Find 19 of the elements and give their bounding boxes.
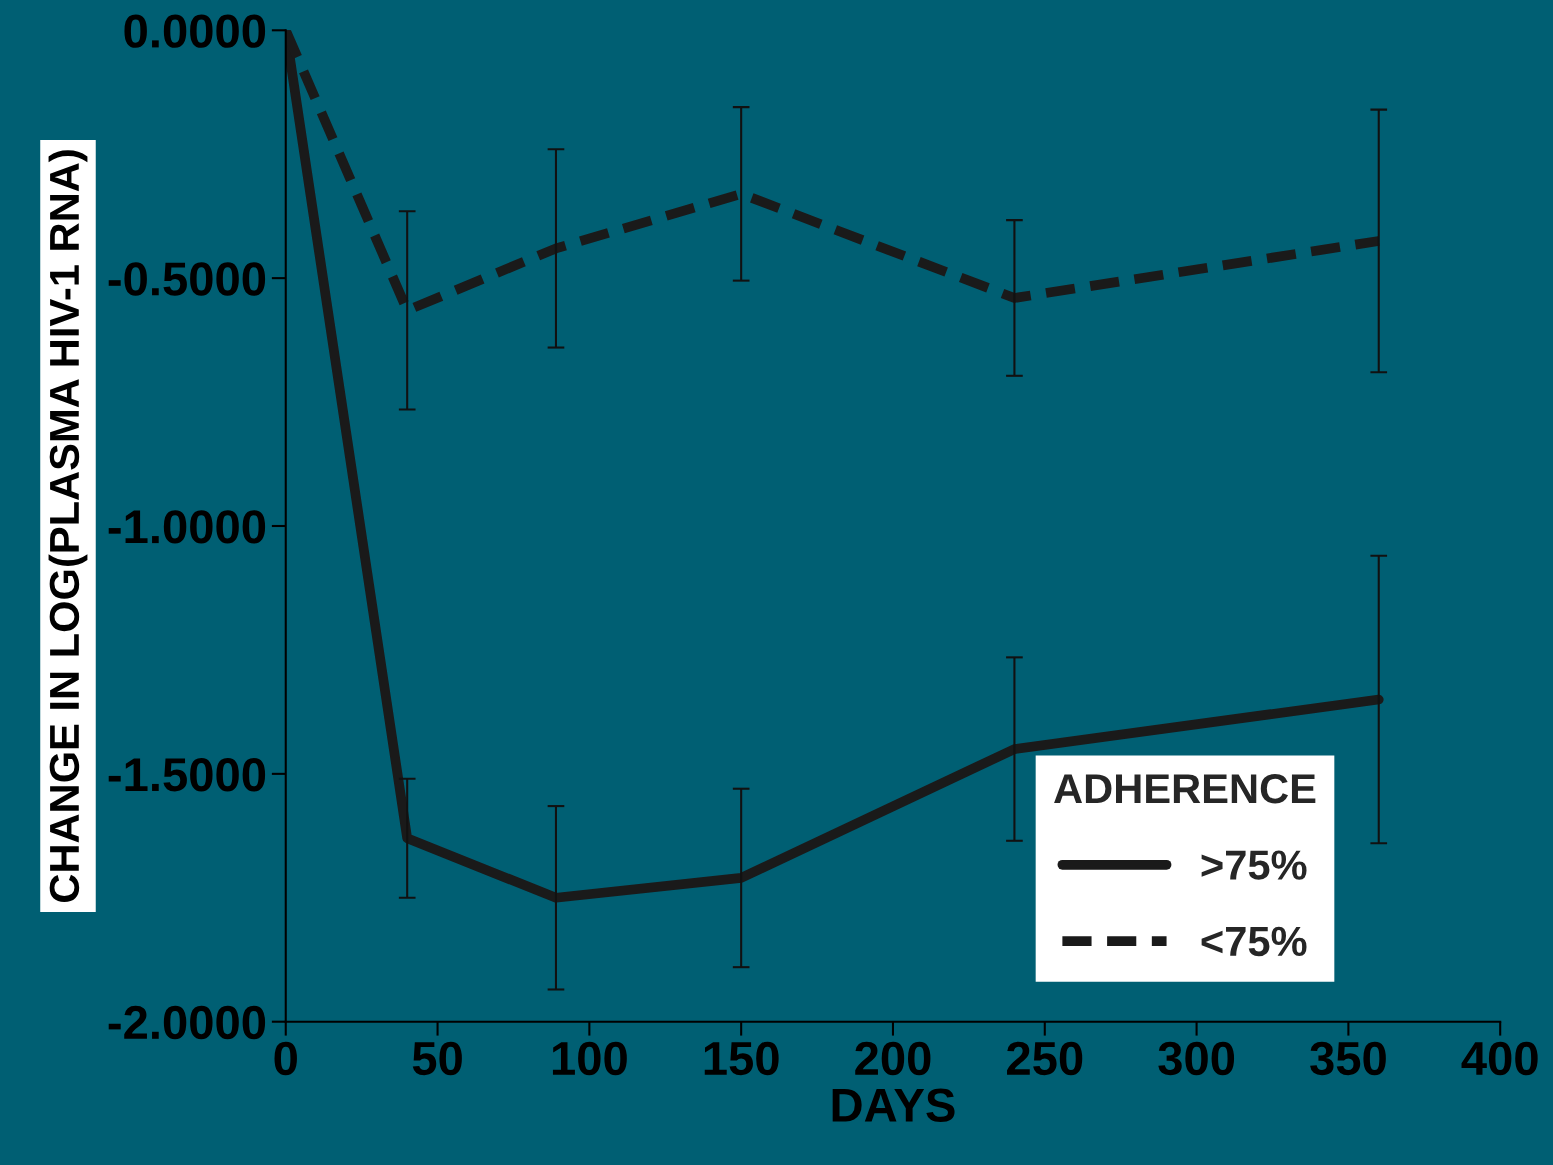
- x-tick-label: 100: [552, 1041, 627, 1076]
- legend-title: ADHERENCE: [1054, 773, 1316, 804]
- y-tick-label: -1.5000: [108, 757, 266, 792]
- x-tick-label: 200: [855, 1041, 931, 1076]
- legend-label: >75%: [1201, 850, 1307, 880]
- y-tick-label: -0.5000: [108, 262, 266, 296]
- y-tick-label: -1.0000: [108, 510, 266, 544]
- x-tick-label: 150: [704, 1041, 779, 1076]
- y-axis-title: CHANGE IN LOG(PLASMA HIV-1 RNA): [48, 150, 88, 902]
- x-tick-label: 400: [1461, 1041, 1538, 1076]
- x-tick-label: 250: [1007, 1041, 1083, 1076]
- y-tick-label: -2.0000: [108, 1005, 266, 1040]
- x-tick-label: 300: [1158, 1041, 1235, 1076]
- x-tick-label: 50: [412, 1041, 462, 1076]
- x-axis-title: DAYS: [832, 1088, 955, 1122]
- y-tick-label: 0.0000: [124, 14, 266, 48]
- x-tick-label: 350: [1310, 1041, 1386, 1076]
- legend-label: <75%: [1201, 926, 1307, 957]
- x-tick-label: 0: [274, 1041, 297, 1076]
